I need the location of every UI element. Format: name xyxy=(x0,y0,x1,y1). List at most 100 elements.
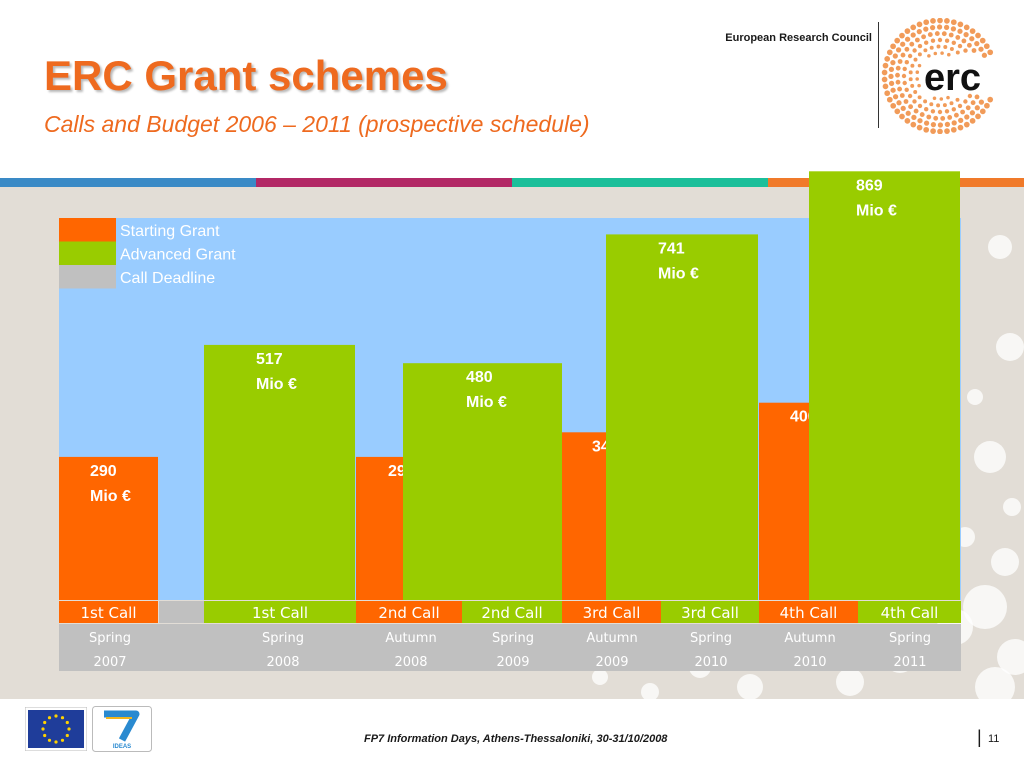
erc-dot xyxy=(916,124,923,131)
call-label-cell xyxy=(562,601,661,623)
erc-dot xyxy=(917,103,923,109)
deadline-season: Spring xyxy=(690,631,732,646)
erc-dot xyxy=(917,118,923,124)
call-label: 4th Call xyxy=(780,604,838,622)
erc-dot xyxy=(910,63,915,68)
erc-dot xyxy=(984,102,990,109)
erc-dot xyxy=(963,99,968,104)
erc-dot xyxy=(917,63,922,68)
call-label-cell xyxy=(759,601,858,623)
erc-dot xyxy=(974,105,980,111)
erc-dot xyxy=(913,108,919,114)
erc-dot xyxy=(960,109,966,115)
erc-dot xyxy=(902,66,907,72)
eu-star xyxy=(54,714,58,718)
erc-dot xyxy=(882,83,889,90)
slide-header: ERC Grant schemes Calls and Budget 2006 … xyxy=(0,0,1024,178)
deadline-season: Autumn xyxy=(586,631,637,646)
erc-dot xyxy=(983,43,990,50)
slide-title: ERC Grant schemes xyxy=(44,52,448,99)
erc-dot xyxy=(899,113,905,120)
call-label: 2nd Call xyxy=(378,604,439,622)
decorative-circle xyxy=(991,548,1019,576)
erc-dot xyxy=(936,24,943,30)
erc-dot xyxy=(979,108,986,115)
erc-dot xyxy=(910,121,917,128)
erc-dot xyxy=(940,51,944,55)
erc-dot xyxy=(955,50,960,55)
erc-dot xyxy=(923,19,930,26)
erc-dot xyxy=(958,117,964,124)
erc-logo-icon: erc xyxy=(881,18,994,134)
bar-value-label: Mio € xyxy=(856,202,897,219)
erc-dot xyxy=(937,109,943,115)
deadline-year: 2009 xyxy=(496,655,529,670)
eu-star xyxy=(47,716,52,720)
eu-star xyxy=(43,720,47,725)
erc-dot xyxy=(923,26,929,32)
legend-swatch xyxy=(59,265,116,289)
erc-dot xyxy=(907,93,913,99)
erc-dot xyxy=(947,52,951,57)
erc-dot xyxy=(929,45,934,50)
decorative-circle xyxy=(967,389,983,405)
erc-dot xyxy=(929,24,936,31)
erc-dot xyxy=(971,48,977,53)
advanced-grant-bar xyxy=(809,171,960,601)
erc-dot xyxy=(895,79,901,85)
erc-dot xyxy=(904,28,911,34)
erc-dot xyxy=(900,52,906,58)
deadline-year: 2008 xyxy=(266,655,299,670)
erc-dot xyxy=(948,32,954,38)
erc-dot xyxy=(888,80,895,87)
erc-logo-text: erc xyxy=(924,57,981,99)
decorative-circle xyxy=(974,441,1006,473)
erc-dot xyxy=(933,115,939,121)
erc-dot xyxy=(943,45,948,49)
erc-dot xyxy=(908,70,913,75)
erc-dot xyxy=(963,48,968,53)
erc-dot xyxy=(912,48,917,53)
decorative-circle xyxy=(836,668,864,696)
erc-dot xyxy=(899,93,905,98)
erc-dot xyxy=(961,38,967,44)
erc-dot xyxy=(953,112,959,118)
erc-dot xyxy=(894,108,901,115)
slide-subtitle: Calls and Budget 2006 – 2011 (prospectiv… xyxy=(44,111,590,137)
deadline-year: 2009 xyxy=(595,655,628,670)
advanced-grant-bar xyxy=(403,363,562,600)
call-label: 4th Call xyxy=(881,604,939,622)
erc-dot xyxy=(950,126,957,133)
eu-flag-icon xyxy=(25,707,87,751)
call-label-cell xyxy=(858,601,961,623)
erc-dot xyxy=(974,94,980,100)
erc-dot xyxy=(881,76,888,83)
deadline-year: 2010 xyxy=(793,655,826,670)
erc-dot xyxy=(978,46,984,52)
erc-dot xyxy=(926,114,932,120)
erc-dot xyxy=(951,107,956,112)
eu-star xyxy=(41,727,45,731)
decorative-circle xyxy=(592,669,608,685)
erc-dot xyxy=(941,31,947,37)
erc-dot xyxy=(951,40,956,45)
erc-dot xyxy=(930,18,936,24)
erc-dot xyxy=(979,37,986,44)
erc-dot xyxy=(908,77,913,82)
erc-dot xyxy=(884,56,891,62)
bar-value-label: 517 xyxy=(256,351,283,368)
eu-star xyxy=(54,740,58,744)
erc-dot xyxy=(930,121,937,128)
eu-star xyxy=(43,733,47,738)
eu-star xyxy=(67,727,71,731)
erc-dot xyxy=(975,32,981,39)
legend-label: Starting Grant xyxy=(120,223,220,240)
erc-dot xyxy=(917,95,922,100)
erc-dot xyxy=(904,46,910,52)
erc-dot xyxy=(919,112,925,118)
erc-dot xyxy=(908,104,914,110)
erc-dot xyxy=(902,80,907,86)
erc-dot xyxy=(950,26,957,32)
erc-dots-pattern xyxy=(881,18,994,134)
